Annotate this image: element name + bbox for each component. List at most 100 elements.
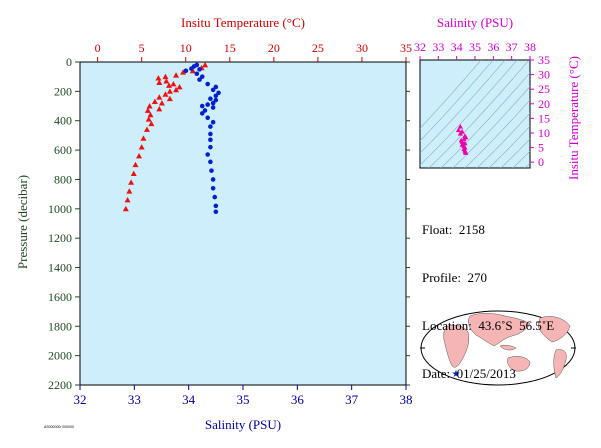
salinity-point (202, 108, 208, 113)
bottom-axis-tick-label: 38 (400, 392, 413, 407)
profile-plot-area (79, 61, 407, 386)
top-axis-tick-label: 25 (312, 41, 324, 55)
left-axis-tick-label: 0 (66, 55, 72, 69)
temperature-point (132, 161, 139, 168)
land-africa (443, 325, 470, 368)
ts-x-tick-label: 32 (414, 40, 426, 54)
left-axis-tick-label: 400 (54, 114, 72, 128)
float-location-marker: ★ (452, 369, 461, 380)
float-location: Location: 43.6˚S 56.5˚E (422, 318, 555, 333)
ts-y-tick-label: 35 (538, 53, 550, 67)
salinity-point (210, 119, 216, 125)
density-contour (428, 60, 530, 168)
land-asia-europe (468, 313, 531, 347)
bottom-axis-tick-label: 34 (182, 392, 196, 407)
salinity-point (208, 124, 213, 129)
temperature-point (151, 98, 158, 105)
left-axis-tick-label: 2000 (48, 349, 72, 363)
profile-date: Date: 01/25/2013 (422, 366, 516, 381)
temperature-point (144, 107, 151, 113)
ts-plot-area (419, 59, 531, 169)
temperature-point (165, 82, 172, 88)
temperature-point (136, 152, 143, 159)
temperature-point (128, 179, 135, 185)
ts-point (457, 130, 463, 136)
ts-x-tick-label: 33 (432, 40, 444, 54)
ts-x-tick-label: 36 (487, 40, 499, 54)
density-contour (476, 112, 530, 168)
ts-y-tick-label: 10 (538, 126, 550, 140)
ts-point (461, 136, 467, 141)
bottom-axis-tick-label: 33 (128, 392, 141, 407)
ts-y-tick-label: 5 (538, 141, 544, 155)
ts-y-tick-label: 25 (538, 82, 550, 96)
land-south-america (553, 349, 567, 379)
temperature-point (163, 78, 170, 84)
left-axis-tick-label: 800 (54, 172, 72, 186)
ts-y-axis-title: Insitu Temperature (°C) (566, 56, 581, 180)
land-australia (507, 356, 531, 372)
temperature-point (155, 75, 162, 81)
salinity-point (210, 105, 216, 110)
left-axis-tick-label: 2200 (48, 378, 72, 392)
ts-y-tick-label: 0 (538, 155, 544, 169)
bottom-axis-title: Salinity (PSU) (205, 417, 281, 432)
temperature-point (189, 67, 196, 74)
temperature-point (166, 88, 173, 94)
top-axis-tick-label: 10 (180, 41, 192, 55)
salinity-point (213, 209, 219, 215)
bottom-axis-tick-label: 32 (74, 392, 87, 407)
top-axis-tick-label: 35 (400, 41, 412, 55)
top-axis-tick-label: 20 (268, 41, 280, 55)
density-contour (500, 138, 530, 168)
salinity-point (205, 152, 210, 157)
density-contour (420, 60, 518, 166)
float-info: Float: 2158 Profile: 270 Location: 43.6˚… (422, 190, 554, 398)
temperature-point (180, 69, 187, 75)
temperature-point (122, 205, 129, 212)
temperature-point (162, 91, 169, 97)
temperature-point (170, 81, 177, 87)
density-contour (524, 162, 530, 168)
ts-y-tick-label: 15 (538, 111, 550, 125)
temperature-point (146, 103, 153, 109)
density-contour (464, 99, 530, 168)
ts-point (462, 140, 468, 146)
temperature-point (124, 197, 131, 203)
left-axis-tick-label: 1000 (48, 202, 72, 216)
salinity-point (216, 90, 221, 96)
temperature-point (156, 94, 163, 100)
temperature-point (140, 135, 147, 141)
temperature-point (173, 86, 180, 93)
salinity-point (205, 102, 210, 107)
temperature-point (158, 100, 165, 106)
temperature-point (145, 116, 152, 122)
salinity-point (208, 137, 213, 143)
salinity-point (205, 81, 210, 87)
salinity-point (197, 67, 202, 72)
ts-x-tick-label: 35 (469, 40, 481, 54)
density-contour (420, 60, 482, 129)
salinity-point (208, 96, 213, 102)
profile-number: Profile: 270 (422, 270, 487, 285)
salinity-point (205, 115, 210, 121)
salinity-point (183, 68, 189, 74)
density-contour (420, 60, 506, 154)
bottom-axis-tick-label: 36 (291, 392, 305, 407)
density-contour (512, 150, 530, 168)
ts-point (455, 127, 462, 133)
temperature-point (148, 120, 155, 127)
temperature-point (156, 105, 163, 112)
temperature-point (176, 83, 183, 90)
temperature-point (130, 170, 137, 176)
ts-x-tick-label: 38 (524, 40, 536, 54)
salinity-point (199, 74, 205, 79)
density-contour (440, 72, 530, 168)
top-axis-title: Insitu Temperature (°C) (181, 15, 305, 30)
bottom-axis-tick-label: 35 (237, 392, 250, 407)
temperature-point (156, 79, 163, 85)
ts-title: Salinity (PSU) (437, 15, 513, 30)
salinity-point (208, 144, 213, 150)
